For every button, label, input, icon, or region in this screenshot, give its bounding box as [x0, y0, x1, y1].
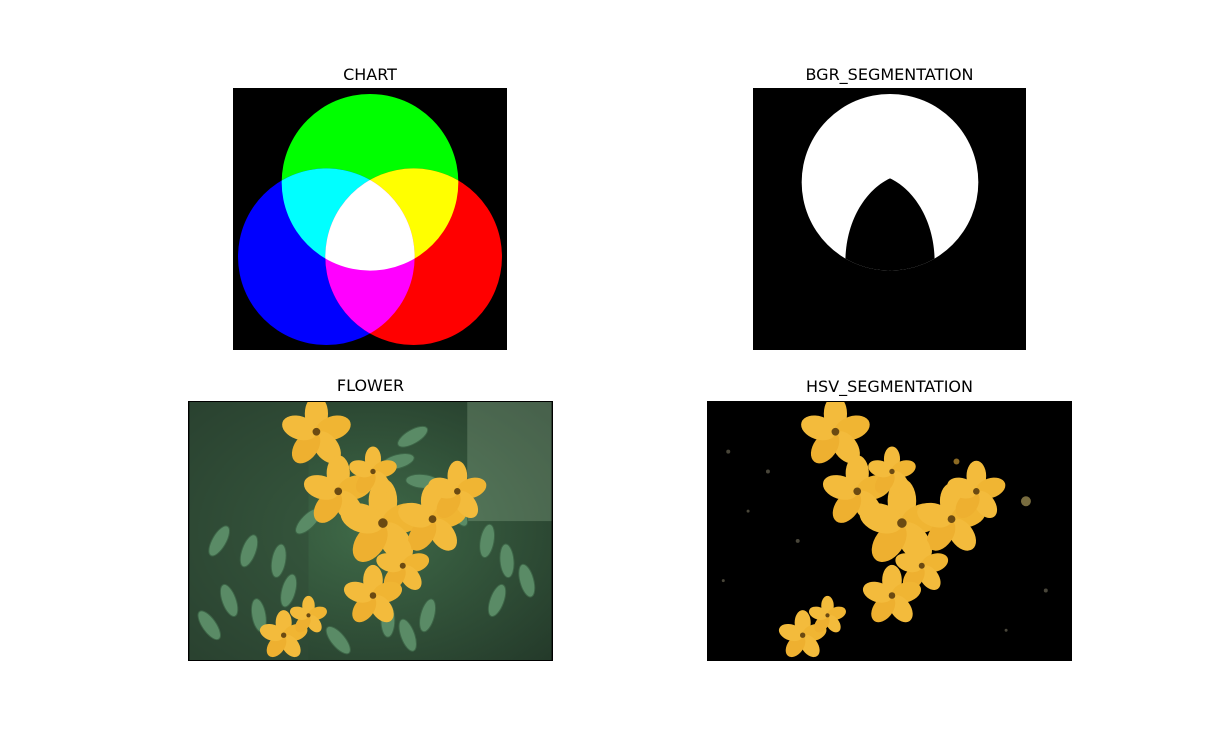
- chart-image: [233, 88, 507, 350]
- bgr-segmentation-title: BGR_SEGMENTATION: [805, 65, 974, 84]
- white-overlap: [325, 168, 415, 271]
- flower-title: FLOWER: [336, 376, 405, 395]
- chart-title: CHART: [343, 65, 397, 84]
- hsv-segmentation-image: [707, 401, 1072, 661]
- additive-color-circles: [238, 93, 502, 346]
- flower-image: [188, 401, 553, 661]
- bgr-segmentation-image: [753, 88, 1026, 350]
- hsv-segmentation-title: HSV_SEGMENTATION: [806, 377, 973, 396]
- speckles: [721, 449, 1048, 632]
- mask-cutout: [845, 178, 935, 271]
